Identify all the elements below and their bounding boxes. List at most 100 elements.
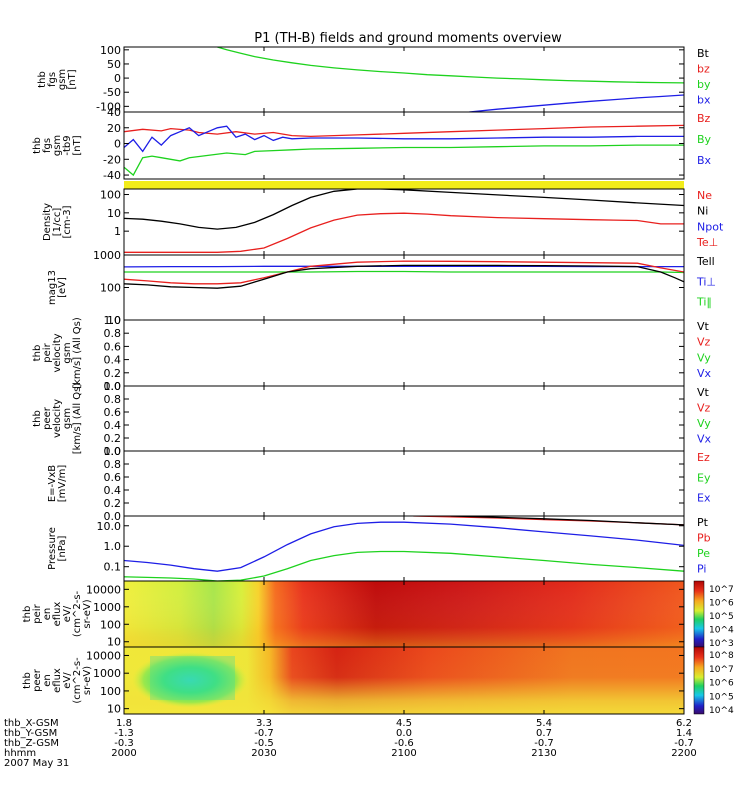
y-axis-label: fgs (42, 138, 53, 153)
y-axis-label: [km/s] (All Qs) (72, 383, 83, 455)
y-tick-label: 1 (114, 225, 121, 238)
legend-entry: Npot (697, 220, 724, 233)
y-tick-label: 10 (107, 314, 121, 327)
y-tick-label: 1000 (93, 249, 121, 262)
ephemeris-value: 2130 (531, 748, 556, 759)
y-tick-label: 0.6 (104, 406, 122, 419)
panel-frame (123, 385, 685, 452)
legend-entry: Ti⊥ (696, 275, 716, 288)
ephemeris-value: 2200 (671, 748, 696, 759)
y-axis-label: [km/s] (All Qs) (72, 317, 83, 389)
legend-entry: Te⊥ (696, 236, 718, 249)
legend-entry: bx (697, 93, 711, 106)
y-axis-label: E=-VxB (47, 465, 58, 502)
legend-entry: Tell (696, 255, 715, 268)
y-axis-label: peer (32, 668, 43, 692)
quality-flag-bar (124, 181, 684, 189)
peer-spectrogram (124, 647, 684, 714)
y-tick-label: 0.0 (104, 510, 122, 523)
ephemeris-value: -0.3 (114, 738, 134, 749)
legend-entry: Vy (697, 417, 711, 430)
y-tick-label: 1.0 (104, 540, 122, 553)
y-tick-label: 0.1 (104, 561, 122, 574)
legend-entry: Vz (697, 401, 711, 414)
y-tick-label: 100 (100, 44, 121, 57)
y-axis-label: sr-eV) (82, 599, 93, 628)
y-tick-label: -20 (103, 153, 121, 166)
colorbar-label: 10^6 (709, 599, 734, 609)
legend-entry: Vt (697, 320, 710, 333)
series-density-Ni (124, 189, 684, 230)
colorbar-label: 10^3 (709, 639, 734, 649)
ephemeris-value: 2000 (111, 748, 136, 759)
ephemeris-value: 4.5 (396, 718, 412, 729)
y-axis-label: peir (32, 603, 43, 623)
legend-entry: Vy (697, 351, 711, 364)
legend-entry: Ni (697, 205, 708, 218)
y-tick-label: 1.0 (104, 380, 122, 393)
colorbar-peir (693, 580, 705, 648)
y-tick-label: 100 (100, 282, 121, 295)
y-tick-label: 20 (107, 122, 121, 135)
ephem-z-label: thb_Z-GSM (4, 738, 59, 749)
ephemeris-value: -1.3 (114, 728, 134, 739)
legend-entry: Ez (697, 451, 710, 464)
y-tick-label: 100 (100, 618, 121, 631)
y-axis-label: thb (22, 606, 33, 623)
legend-entry: Bt (697, 47, 710, 60)
y-tick-label: 10 (107, 636, 121, 649)
y-axis-label: peir (42, 342, 53, 362)
colorbar-label: 10^5 (709, 692, 734, 702)
y-axis-label: en (42, 674, 53, 687)
panel-frame (123, 319, 685, 387)
y-axis-label: [mV/m] (57, 465, 68, 503)
series-temperature-Tell (124, 264, 684, 289)
ephemeris-value: -0.5 (254, 738, 274, 749)
legend-entry: Ex (697, 492, 711, 505)
peir-spectrogram (124, 581, 684, 647)
y-axis-label: sr-eV) (82, 666, 93, 695)
panel-peer-eflux: 10000 1000 100 10 thb peer en eflux eV/(cm^2-s-s… (22, 646, 685, 716)
legend-entry: Pe (697, 547, 710, 560)
ephemeris-value: -0.7 (674, 738, 694, 749)
legend-entry: bz (697, 62, 710, 75)
y-axis-label: velocity (52, 399, 63, 438)
series-fgs-gsm-bx (469, 94, 684, 112)
panel-peir-eflux: 10000 1000 100 10 thb peir en eflux eV/(cm^2-s-s… (22, 580, 685, 649)
y-axis-label: thb (37, 71, 48, 88)
y-axis-label: eflux (52, 668, 63, 693)
ephemeris-value: 0.0 (396, 728, 412, 739)
ephemeris-value: 5.4 (536, 718, 552, 729)
series-pressure-Pi (124, 521, 684, 572)
colorbar-label: 10^7 (709, 665, 734, 675)
y-tick-label: 0.6 (104, 340, 122, 353)
y-axis-label: thb (32, 410, 43, 427)
y-axis-label: en (42, 608, 53, 621)
legend-entry: Bx (697, 154, 712, 167)
ephem-hhmm-label: hhmm (4, 748, 36, 759)
legend-entry: Pb (697, 531, 711, 544)
y-tick-label: 0.4 (104, 484, 122, 497)
y-tick-label: 0.8 (104, 393, 122, 406)
ephemeris-value: -0.7 (534, 738, 554, 749)
y-axis-label: [eV] (57, 277, 68, 298)
y-axis-label: -tb9 (62, 135, 73, 155)
y-axis-label: gsm (57, 69, 68, 90)
y-axis-label: thb (32, 137, 43, 154)
ephemeris-value: -0.7 (254, 728, 274, 739)
colorbar-label: 10^5 (709, 612, 734, 622)
ephem-y-label: thb_Y-GSM (4, 728, 57, 739)
colorbar-label: 10^4 (709, 706, 734, 716)
y-axis-label: eV/ (62, 605, 73, 622)
y-axis-label: thb (22, 672, 33, 689)
y-tick-label: 0 (114, 138, 121, 151)
panel-density: 100 10 1 Density [1/cc] [cm-3] Ne Ni Npot Te⊥ (42, 188, 724, 256)
colorbar-label: 10^8 (709, 651, 734, 661)
y-axis-label: velocity (52, 333, 63, 372)
panel-frame (123, 515, 685, 582)
ephemeris-value: 1.4 (676, 728, 692, 739)
series-temperature-Te_perp (124, 260, 684, 285)
